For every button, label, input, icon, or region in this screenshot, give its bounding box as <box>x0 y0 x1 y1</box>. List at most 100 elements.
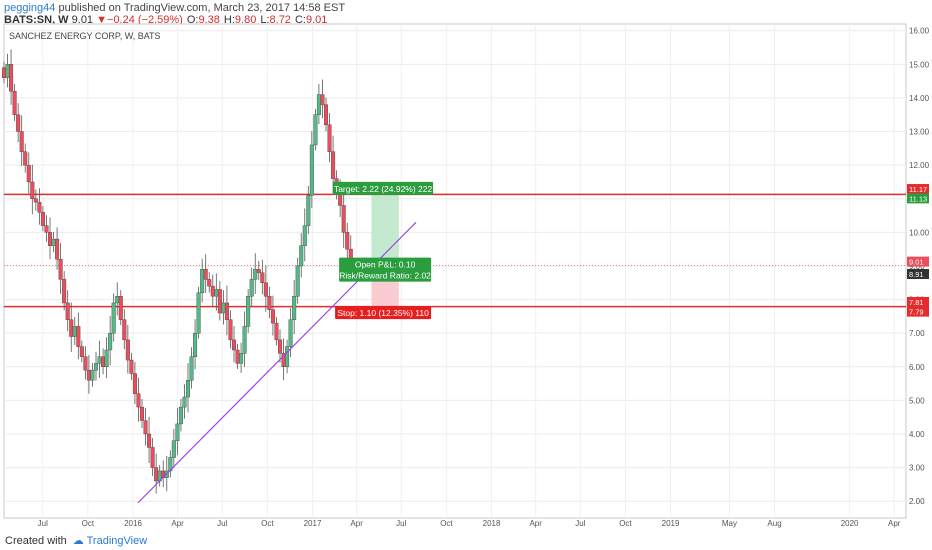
candle-body[interactable] <box>228 319 233 341</box>
candle-body[interactable] <box>260 272 265 283</box>
candle-body[interactable] <box>51 238 56 246</box>
candle-body[interactable] <box>171 440 176 458</box>
candle-body[interactable] <box>299 245 304 267</box>
candle-body[interactable] <box>253 269 258 280</box>
candle-body[interactable] <box>316 94 321 115</box>
candle-body[interactable] <box>327 124 332 152</box>
candle-body[interactable] <box>111 302 116 334</box>
candle-body[interactable] <box>306 195 311 226</box>
candle-body[interactable] <box>9 64 14 92</box>
candle-body[interactable] <box>242 326 247 354</box>
candle-body[interactable] <box>90 369 95 381</box>
candle-body[interactable] <box>186 380 191 398</box>
candle-body[interactable] <box>302 225 307 246</box>
candle-body[interactable] <box>263 282 268 297</box>
candle-body[interactable] <box>214 289 219 297</box>
candle-body[interactable] <box>122 319 127 341</box>
candle-body[interactable] <box>324 104 329 126</box>
candle-body[interactable] <box>217 289 222 314</box>
candle-body[interactable] <box>285 346 290 367</box>
candle-body[interactable] <box>83 356 88 371</box>
candle-body[interactable] <box>12 91 17 115</box>
candle-body[interactable] <box>239 353 244 364</box>
candle-body[interactable] <box>196 292 201 334</box>
candle-body[interactable] <box>118 296 123 320</box>
candle-body[interactable] <box>232 339 237 351</box>
candle-body[interactable] <box>235 349 240 364</box>
candle-body[interactable] <box>37 201 42 213</box>
candle-body[interactable] <box>203 269 208 280</box>
candle-body[interactable] <box>104 349 109 367</box>
candle-body[interactable] <box>313 114 318 146</box>
candle-body[interactable] <box>200 269 205 294</box>
candle-body[interactable] <box>193 332 198 357</box>
candle-body[interactable] <box>249 279 254 297</box>
stop-label-box[interactable] <box>335 306 432 320</box>
candle-body[interactable] <box>16 114 21 132</box>
candle-body[interactable] <box>274 322 279 341</box>
candle-body[interactable] <box>65 302 70 320</box>
candle-body[interactable] <box>246 296 251 327</box>
candle-body[interactable] <box>19 131 24 152</box>
candle-body[interactable] <box>221 302 226 314</box>
candle-body[interactable] <box>44 225 49 233</box>
author-link[interactable]: pegging44 <box>4 2 56 14</box>
price-tag-text: 9.01 <box>909 258 924 267</box>
candle-body[interactable] <box>125 339 130 361</box>
candle-body[interactable] <box>345 232 350 250</box>
candle-body[interactable] <box>2 67 6 78</box>
candle-body[interactable] <box>224 302 229 320</box>
candle-body[interactable] <box>292 296 297 320</box>
candle-body[interactable] <box>270 309 275 324</box>
candle-body[interactable] <box>58 259 63 280</box>
candle-body[interactable] <box>40 211 45 226</box>
candle-body[interactable] <box>48 232 53 246</box>
candle-body[interactable] <box>178 406 183 425</box>
candle-body[interactable] <box>207 279 212 287</box>
candle-body[interactable] <box>26 164 31 183</box>
target-zone[interactable] <box>371 194 399 266</box>
candle-body[interactable] <box>108 332 113 351</box>
candle-body[interactable] <box>55 238 60 260</box>
candle-body[interactable] <box>309 144 314 196</box>
candle-body[interactable] <box>189 356 194 381</box>
candle-body[interactable] <box>147 433 152 448</box>
open-pl-label-box[interactable] <box>339 257 432 282</box>
candle-body[interactable] <box>256 269 261 273</box>
candle-body[interactable] <box>150 447 155 468</box>
tradingview-brand[interactable]: TradingView <box>86 535 148 547</box>
plot-area[interactable] <box>3 23 907 519</box>
candle-body[interactable] <box>97 356 102 364</box>
candle-body[interactable] <box>86 369 91 381</box>
candle-body[interactable] <box>69 319 74 337</box>
target-label-box[interactable] <box>333 181 434 195</box>
candle-body[interactable] <box>72 326 77 337</box>
candle-body[interactable] <box>76 326 81 347</box>
candle-body[interactable] <box>143 420 148 435</box>
candle-body[interactable] <box>341 205 346 233</box>
candle-body[interactable] <box>30 181 35 199</box>
candle-body[interactable] <box>175 423 180 441</box>
candle-body[interactable] <box>33 198 38 203</box>
candle-body[interactable] <box>136 393 141 408</box>
candle-body[interactable] <box>140 406 145 421</box>
candle-body[interactable] <box>129 359 134 374</box>
candle-body[interactable] <box>79 346 84 357</box>
candle-body[interactable] <box>182 396 187 408</box>
candle-body[interactable] <box>94 363 99 371</box>
candle-body[interactable] <box>288 319 293 347</box>
candle-body[interactable] <box>101 356 106 367</box>
candle-body[interactable] <box>132 373 137 394</box>
candle-body[interactable] <box>210 285 215 297</box>
candle-body[interactable] <box>62 279 67 304</box>
candle-body[interactable] <box>154 467 159 482</box>
candle-body[interactable] <box>23 151 28 166</box>
candle-body[interactable] <box>320 94 325 105</box>
candle-body[interactable] <box>267 296 272 310</box>
candle-body[interactable] <box>278 339 283 354</box>
candle-body[interactable] <box>5 64 10 78</box>
candle-body[interactable] <box>115 296 120 304</box>
candle-body[interactable] <box>295 265 300 297</box>
candle-body[interactable] <box>331 151 336 179</box>
